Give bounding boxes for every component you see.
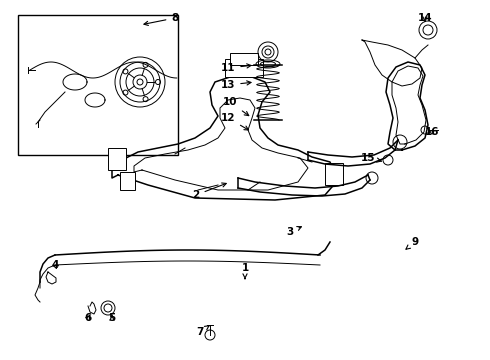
Text: 7: 7 (196, 325, 209, 337)
Text: 6: 6 (84, 313, 92, 323)
Text: 1: 1 (242, 263, 248, 279)
Text: 9: 9 (406, 237, 418, 249)
Text: 3: 3 (286, 226, 301, 237)
Text: 14: 14 (417, 13, 432, 23)
Text: 16: 16 (425, 127, 439, 137)
Bar (108, 148, 126, 170)
Text: 12: 12 (221, 113, 248, 130)
Text: 15: 15 (361, 153, 381, 163)
Text: 13: 13 (221, 80, 251, 90)
Bar (18, 15, 178, 155)
Text: 5: 5 (108, 313, 116, 323)
Bar (325, 163, 343, 185)
Text: 4: 4 (51, 260, 59, 270)
Text: 10: 10 (223, 97, 249, 116)
Text: 11: 11 (221, 63, 251, 73)
Bar (225, 59, 263, 77)
Bar (120, 172, 135, 190)
Text: 8: 8 (144, 13, 179, 26)
Bar (230, 53, 258, 65)
Text: 2: 2 (193, 183, 226, 200)
